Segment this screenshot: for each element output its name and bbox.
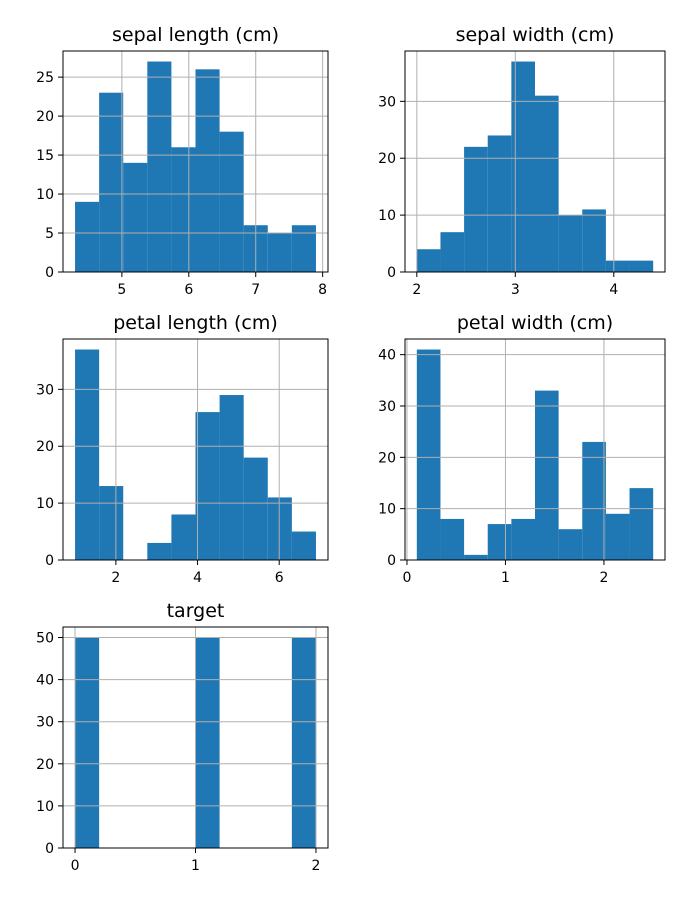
x-tick-label: 2 — [311, 858, 320, 874]
histogram-bar — [243, 457, 268, 560]
y-tick-label: 50 — [36, 631, 54, 647]
histogram-bar — [123, 162, 148, 272]
y-tick-label: 5 — [45, 226, 54, 242]
histogram-bar — [629, 260, 654, 272]
histogram-bar — [195, 637, 220, 848]
histogram-bar — [291, 531, 316, 560]
x-tick-label: 3 — [511, 282, 520, 298]
histogram-bar — [75, 201, 100, 272]
y-tick-label: 20 — [36, 757, 54, 773]
histogram-bar — [511, 518, 535, 560]
histogram-bar — [605, 513, 630, 560]
histogram-bar — [487, 135, 512, 272]
subplot-title: petal width (cm) — [457, 312, 613, 334]
x-tick-label: 1 — [501, 570, 510, 586]
axes-frame — [404, 50, 666, 273]
subplot-1: 2 3 4 0 10 20 30 sepal width (cm) — [378, 24, 666, 298]
histogram-bar — [99, 486, 124, 560]
histogram-bar — [171, 147, 196, 272]
y-tick-label: 20 — [378, 450, 396, 466]
y-tick-label: 0 — [45, 553, 54, 569]
histogram-bar — [99, 92, 124, 272]
y-tick-label: 10 — [378, 208, 396, 224]
axes-frame — [62, 338, 329, 561]
histogram-bar — [219, 395, 244, 560]
histogram-bar — [195, 69, 220, 273]
y-tick-label: 20 — [378, 151, 396, 167]
histogram-bar — [605, 260, 630, 272]
x-tick-label: 2 — [111, 570, 120, 586]
subplot-0: 5 6 7 8 0 5 10 15 20 25 sepal length (cm) — [36, 24, 329, 298]
histogram-bar — [629, 488, 654, 560]
subplot-2: 2 4 6 0 10 20 30 petal length (cm) — [36, 312, 329, 586]
subplot-title: sepal width (cm) — [456, 24, 615, 46]
x-tick-label: 8 — [318, 282, 327, 298]
histogram-bar — [219, 131, 244, 272]
histogram-bar — [267, 233, 292, 272]
histogram-bar — [75, 349, 100, 560]
x-tick-label: 7 — [251, 282, 260, 298]
y-tick-label: 40 — [36, 673, 54, 689]
subplot-title: sepal length (cm) — [112, 24, 279, 46]
x-tick-label: 4 — [193, 570, 202, 586]
histogram-bar — [267, 497, 292, 560]
y-tick-label: 20 — [36, 109, 54, 125]
histogram-bar — [147, 61, 172, 273]
histogram-bar — [582, 209, 606, 272]
y-tick-label: 10 — [378, 502, 396, 518]
y-tick-label: 0 — [387, 265, 396, 281]
x-tick-label: 6 — [184, 282, 193, 298]
y-tick-label: 10 — [36, 799, 54, 815]
histogram-bar — [291, 225, 316, 272]
histogram-bar — [464, 146, 488, 272]
y-tick-label: 40 — [378, 348, 396, 364]
y-tick-label: 30 — [378, 399, 396, 415]
x-tick-label: 2 — [412, 282, 421, 298]
x-tick-label: 0 — [71, 858, 80, 874]
y-tick-label: 30 — [36, 715, 54, 731]
histogram-bar — [195, 412, 220, 560]
x-tick-label: 5 — [117, 282, 126, 298]
histogram-bar — [558, 215, 583, 272]
axes-frame — [62, 50, 329, 273]
y-tick-label: 10 — [36, 187, 54, 203]
x-tick-label: 6 — [275, 570, 284, 586]
y-tick-label: 0 — [387, 553, 396, 569]
y-tick-label: 15 — [36, 148, 54, 164]
y-tick-label: 0 — [45, 265, 54, 281]
histogram-bar — [535, 390, 559, 560]
histogram-bar — [440, 232, 465, 272]
histogram-bar — [558, 529, 583, 560]
subplot-title: target — [167, 600, 225, 622]
x-tick-label: 0 — [403, 570, 412, 586]
histogram-bar — [171, 514, 196, 560]
x-tick-label: 4 — [609, 282, 618, 298]
histogram-bar — [416, 249, 441, 272]
y-tick-label: 20 — [36, 439, 54, 455]
y-tick-label: 30 — [36, 382, 54, 398]
histogram-bar — [75, 637, 100, 848]
histogram-bar — [440, 518, 465, 560]
histogram-bar — [147, 542, 172, 560]
histogram-bar — [511, 61, 535, 273]
histogram-bar — [535, 95, 559, 272]
histogram-bar — [464, 554, 488, 560]
x-tick-label: 2 — [599, 570, 608, 586]
y-tick-label: 30 — [378, 94, 396, 110]
y-tick-label: 10 — [36, 496, 54, 512]
axes-frame — [404, 338, 666, 561]
y-tick-label: 0 — [45, 841, 54, 857]
histogram-bar — [416, 349, 441, 560]
y-tick-label: 25 — [36, 70, 54, 86]
histogram-bar — [487, 524, 512, 560]
subplot-title: petal length (cm) — [113, 312, 278, 334]
x-tick-label: 1 — [191, 858, 200, 874]
histogram-bar — [582, 441, 606, 560]
histogram-bar — [291, 637, 316, 848]
